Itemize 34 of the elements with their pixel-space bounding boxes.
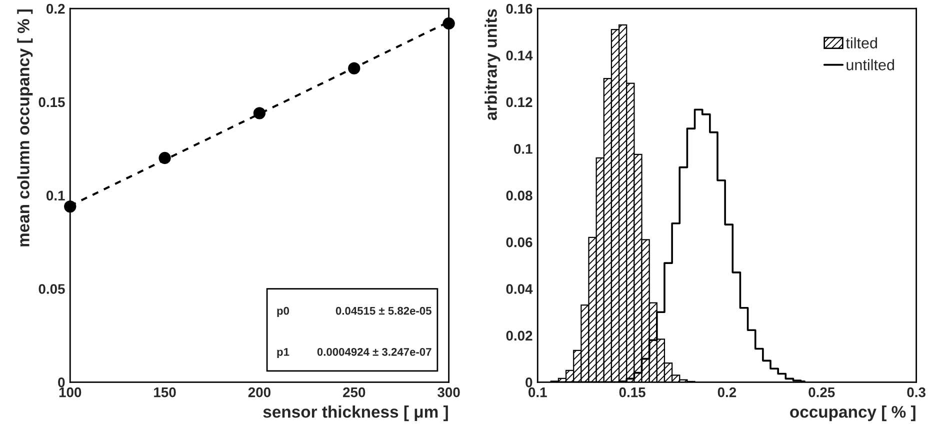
y-axis-title: mean column occupancy [ % ] (17, 9, 33, 246)
legend-label: tilted (846, 37, 877, 48)
y-tick-label: 0.1 (46, 190, 65, 201)
legend-label: untilted (846, 59, 894, 70)
y-tick-label: 0.16 (506, 4, 532, 14)
y-tick-label: 0.15 (38, 97, 65, 108)
annotation: 0.0004924 ± 3.247e-07 (317, 348, 432, 356)
y-tick-label: 0.05 (38, 284, 65, 294)
y-tick-label: 0 (58, 378, 65, 388)
x-tick-label: 250 (343, 387, 366, 398)
y-tick-label: 0.12 (506, 97, 532, 108)
y-tick-label: 0.14 (506, 50, 533, 60)
x-tick-label: 150 (154, 387, 176, 398)
x-tick-label: 0.25 (808, 387, 835, 398)
annotation: p0 (277, 306, 290, 317)
x-tick-label: 300 (438, 387, 460, 398)
x-tick-label: 0.3 (907, 387, 926, 398)
x-tick-label: 0.1 (528, 387, 547, 398)
y-tick-label: 0 (526, 378, 532, 388)
y-tick-label: 0.02 (506, 330, 532, 341)
x-tick-label: 200 (248, 387, 270, 398)
x-axis-title: occupancy [ % ] (790, 406, 916, 422)
annotation: p1 (277, 348, 290, 358)
y-tick-label: 0.04 (506, 284, 533, 294)
y-axis-title: arbitrary units (484, 9, 500, 120)
x-axis-title: sensor thickness [ μm ] (263, 406, 448, 422)
y-tick-label: 0.2 (46, 4, 65, 14)
x-tick-label: 100 (59, 387, 82, 398)
x-tick-label: 0.2 (718, 387, 736, 398)
y-tick-label: 0.1 (514, 144, 532, 154)
x-tick-label: 0.15 (619, 387, 646, 398)
y-tick-label: 0.06 (506, 237, 532, 248)
y-tick-label: 0.08 (506, 190, 532, 201)
annotation: 0.04515 ± 5.82e-05 (336, 306, 432, 315)
